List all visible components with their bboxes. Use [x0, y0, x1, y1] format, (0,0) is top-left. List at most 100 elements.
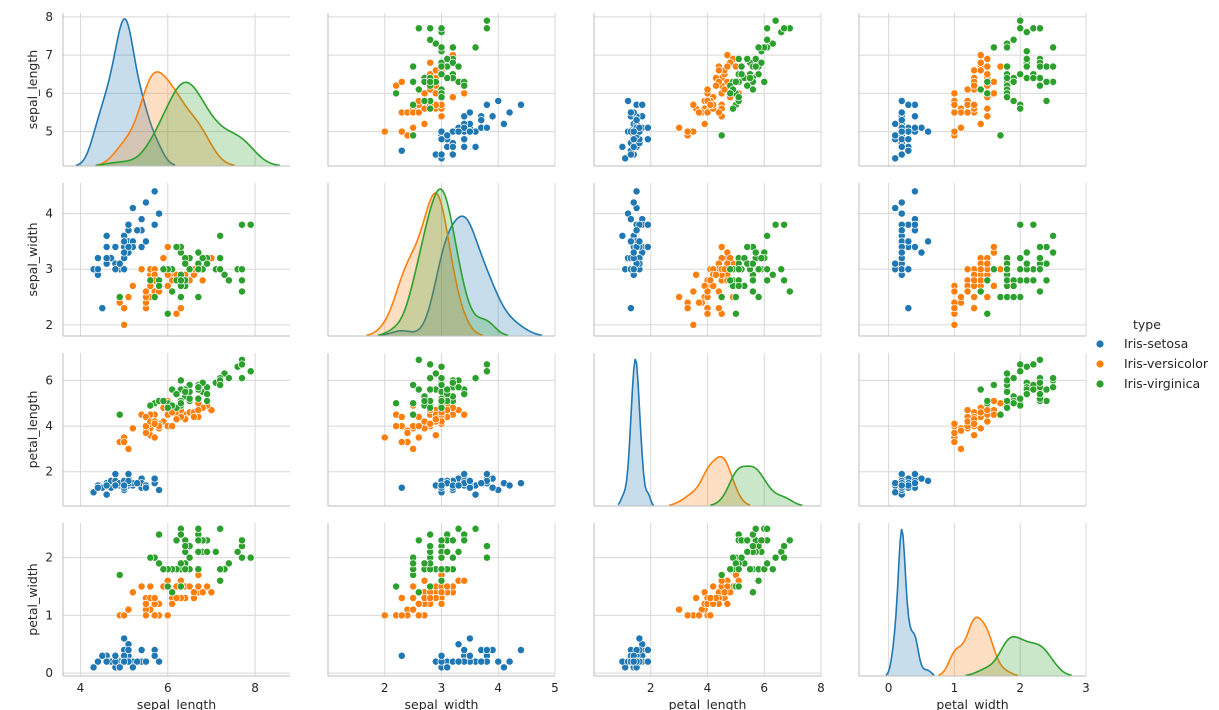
point-iris-versicolor	[963, 406, 972, 415]
point-iris-virginica	[763, 559, 772, 568]
point-iris-virginica	[754, 70, 763, 79]
kde-line-iris-setosa	[75, 18, 176, 167]
point-iris-setosa	[629, 248, 638, 257]
point-iris-virginica	[1009, 97, 1018, 105]
point-iris-versicolor	[723, 51, 732, 60]
point-iris-versicolor	[414, 422, 423, 431]
point-iris-virginica	[437, 536, 446, 545]
point-iris-setosa	[904, 127, 913, 136]
point-iris-virginica	[168, 287, 177, 296]
point-iris-virginica	[216, 254, 225, 263]
axis-label-x: petal_length	[669, 697, 747, 710]
point-iris-virginica	[203, 547, 212, 556]
point-iris-virginica	[1009, 35, 1018, 44]
point-iris-virginica	[1049, 62, 1058, 71]
point-iris-setosa	[629, 127, 638, 136]
point-iris-setosa	[494, 97, 503, 105]
point-iris-virginica	[176, 399, 185, 408]
tick-label-x: 3	[1082, 681, 1090, 695]
point-iris-virginica	[1003, 387, 1011, 396]
point-iris-virginica	[238, 536, 246, 545]
point-iris-setosa	[904, 100, 913, 109]
point-iris-virginica	[1016, 220, 1025, 229]
point-iris-setosa	[910, 123, 919, 132]
point-iris-virginica	[737, 62, 746, 71]
kde-fill-iris-versicolor	[366, 193, 483, 336]
point-iris-versicolor	[717, 243, 726, 251]
panel-sepal_length-vs-sepal_length: 5 6 7 8 sepal_length	[25, 10, 290, 167]
point-iris-versicolor	[128, 424, 137, 433]
point-iris-virginica	[748, 588, 757, 597]
point-iris-versicolor	[409, 605, 418, 614]
kde-line-iris-virginica	[95, 81, 281, 167]
kde-fill-iris-setosa	[75, 19, 176, 166]
point-iris-virginica	[1016, 70, 1025, 79]
point-iris-virginica	[194, 394, 203, 403]
point-iris-setosa	[897, 470, 906, 478]
point-iris-virginica	[1042, 276, 1051, 285]
point-iris-setosa	[465, 476, 474, 485]
panel-petal_length-vs-sepal_width	[327, 353, 556, 507]
point-iris-setosa	[629, 198, 638, 207]
point-iris-virginica	[220, 270, 229, 279]
point-iris-virginica	[983, 77, 992, 86]
point-iris-virginica	[729, 104, 737, 113]
point-iris-setosa	[448, 150, 457, 159]
point-iris-setosa	[93, 483, 102, 492]
point-iris-versicolor	[712, 81, 720, 90]
point-iris-setosa	[629, 657, 638, 666]
point-iris-virginica	[1016, 394, 1025, 403]
point-iris-versicolor	[380, 433, 389, 442]
point-iris-versicolor	[950, 438, 959, 447]
point-iris-setosa	[629, 142, 638, 151]
point-iris-versicolor	[163, 611, 172, 620]
point-iris-virginica	[224, 559, 233, 568]
kde-fill-iris-versicolor	[95, 71, 235, 166]
point-iris-versicolor	[976, 66, 985, 75]
point-iris-versicolor	[950, 287, 959, 296]
point-iris-versicolor	[128, 281, 137, 290]
point-iris-versicolor	[141, 428, 150, 437]
point-iris-versicolor	[957, 108, 965, 117]
point-iris-setosa	[120, 248, 129, 257]
point-iris-virginica	[426, 77, 435, 86]
point-iris-setosa	[111, 481, 120, 490]
point-iris-versicolor	[963, 100, 972, 109]
point-iris-setosa	[141, 198, 150, 207]
point-iris-versicolor	[120, 611, 129, 620]
tick-label-y: 2	[45, 551, 53, 565]
point-iris-setosa	[643, 220, 652, 229]
point-iris-virginica	[115, 410, 124, 419]
point-iris-virginica	[437, 553, 446, 562]
point-iris-versicolor	[431, 415, 440, 424]
point-iris-virginica	[1049, 383, 1058, 392]
point-iris-virginica	[146, 401, 155, 410]
point-iris-virginica	[482, 367, 491, 376]
point-iris-versicolor	[970, 293, 979, 301]
point-iris-virginica	[176, 293, 185, 301]
point-iris-setosa	[128, 204, 137, 212]
point-iris-versicolor	[683, 127, 692, 136]
point-iris-versicolor	[403, 428, 412, 437]
point-iris-versicolor	[207, 588, 216, 597]
point-iris-virginica	[996, 410, 1005, 419]
point-iris-virginica	[115, 293, 124, 301]
point-iris-virginica	[746, 565, 755, 574]
point-iris-virginica	[1049, 374, 1058, 383]
point-iris-setosa	[632, 187, 641, 196]
point-iris-versicolor	[392, 422, 401, 431]
point-iris-versicolor	[414, 433, 423, 442]
point-iris-setosa	[643, 135, 652, 144]
point-iris-setosa	[618, 231, 627, 240]
point-iris-versicolor	[426, 594, 435, 603]
point-iris-versicolor	[159, 254, 168, 263]
point-iris-setosa	[155, 209, 163, 218]
point-iris-setosa	[454, 640, 463, 649]
point-iris-versicolor	[703, 287, 712, 296]
point-iris-versicolor	[706, 611, 715, 620]
point-iris-setosa	[897, 209, 906, 218]
point-iris-versicolor	[703, 85, 712, 94]
point-iris-setosa	[155, 657, 163, 666]
point-iris-versicolor	[976, 51, 985, 60]
